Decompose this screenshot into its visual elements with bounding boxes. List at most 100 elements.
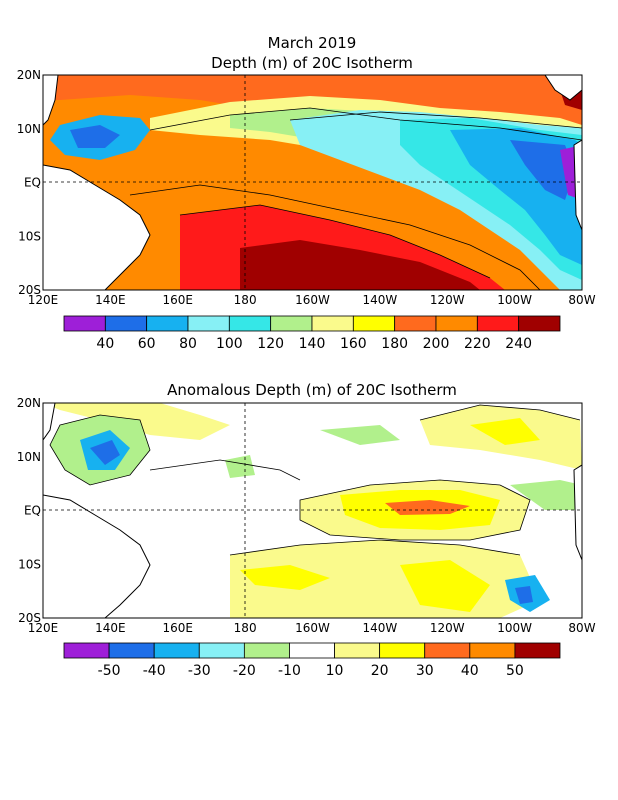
bottom-chart-title: Anomalous Depth (m) of 20C Isotherm	[167, 381, 457, 399]
anom-dateline-neg	[225, 455, 255, 478]
top-chart-title: Depth (m) of 20C Isotherm	[211, 54, 413, 72]
top-map-frame	[42, 74, 583, 291]
top-y-axis: 20N 10N EQ 10S 20S	[17, 68, 41, 297]
bottom-y-tick-label: 10N	[17, 450, 41, 464]
top-x-tick-label: 100W	[497, 293, 532, 307]
bottom-colorbar-swatch	[198, 642, 245, 659]
wp-pocket-60-80	[70, 125, 120, 148]
top-colorbar-label: 160	[340, 336, 367, 352]
top-map-panel	[43, 75, 582, 290]
top-colorbar-label: 60	[138, 336, 156, 352]
top-colorbar-swatch	[311, 315, 354, 332]
bottom-x-tick-label: 140E	[95, 621, 126, 635]
top-y-tick-label: 10S	[18, 229, 41, 243]
top-colorbar-label: 140	[299, 336, 326, 352]
bottom-x-tick-label: 120W	[430, 621, 465, 635]
top-colorbar-swatch	[146, 315, 189, 332]
top-x-tick-label: 160E	[163, 293, 194, 307]
top-colorbar-label: 180	[381, 336, 408, 352]
bottom-x-tick-label: 160E	[163, 621, 194, 635]
south-core-gt240	[240, 240, 480, 290]
top-colorbar-swatch	[187, 315, 230, 332]
bottom-colorbar: -50 -40 -30 -20 -10 10 20 30 40 50	[63, 642, 561, 679]
bottom-colorbar-label: -20	[233, 663, 256, 679]
top-colorbar-label: 80	[179, 336, 197, 352]
bottom-x-tick-label: 100W	[497, 621, 532, 635]
top-y-tick-label: 10N	[17, 122, 41, 136]
top-colorbar-label: 240	[505, 336, 532, 352]
top-colorbar-label: 220	[464, 336, 491, 352]
bottom-colorbar-label: 50	[506, 663, 524, 679]
bottom-map-frame	[42, 402, 583, 619]
top-y-tick-label: 20N	[17, 68, 41, 82]
top-x-tick-label: 140W	[362, 293, 397, 307]
bottom-colorbar-label: -50	[98, 663, 121, 679]
figure-title-date: March 2019	[268, 34, 357, 52]
top-colorbar-label: 120	[257, 336, 284, 352]
bottom-colorbar-swatch	[289, 642, 335, 659]
bottom-colorbar-label: -30	[188, 663, 211, 679]
top-colorbar-swatch	[352, 315, 396, 332]
top-colorbar-swatch	[394, 315, 437, 332]
top-x-tick-label: 120W	[430, 293, 465, 307]
top-x-axis: 120E 140E 160E 180 160W 140W 120W 100W 80W	[28, 293, 596, 307]
anom-eq-40-50	[385, 500, 470, 515]
east-cold-60-80	[510, 140, 575, 200]
bottom-colorbar-swatch	[424, 642, 471, 659]
south-america-land	[573, 139, 582, 231]
anom-c-neg	[320, 425, 400, 445]
top-x-tick-label: 120E	[28, 293, 59, 307]
top-y-tick-label: EQ	[24, 176, 41, 190]
anom-ne-20-30	[470, 418, 540, 445]
top-colorbar-swatch	[270, 315, 313, 332]
top-colorbar-swatch	[435, 315, 478, 332]
bottom-colorbar-label: 40	[461, 663, 479, 679]
bottom-map-panel	[43, 403, 582, 618]
anom-se-neg-core	[515, 586, 533, 604]
bottom-x-tick-label: 140W	[362, 621, 397, 635]
bottom-colorbar-swatch	[153, 642, 200, 659]
anom-e-neg	[510, 480, 582, 510]
bottom-colorbar-label: 10	[326, 663, 344, 679]
bottom-x-axis: 120E 140E 160E 180 160W 140W 120W 100W 80W	[28, 621, 596, 635]
bottom-colorbar-label: 30	[416, 663, 434, 679]
anom-se-20-30	[400, 560, 490, 612]
asia-land-bottom	[43, 403, 56, 441]
bottom-y-tick-label: 10S	[18, 557, 41, 571]
top-x-tick-label: 80W	[568, 293, 595, 307]
bottom-colorbar-swatch	[108, 642, 155, 659]
bottom-colorbar-label: -40	[143, 663, 166, 679]
top-colorbar-label: 40	[96, 336, 114, 352]
top-x-tick-label: 180	[234, 293, 257, 307]
bottom-y-tick-label: EQ	[24, 504, 41, 518]
bottom-colorbar-label: -10	[278, 663, 301, 679]
bottom-x-tick-label: 80W	[568, 621, 595, 635]
bottom-x-tick-label: 120E	[28, 621, 59, 635]
top-colorbar-label: 200	[423, 336, 450, 352]
top-colorbar-swatch	[63, 315, 106, 332]
bottom-y-tick-label: 20N	[17, 396, 41, 410]
bottom-colorbar-swatch	[243, 642, 290, 659]
top-colorbar-swatch	[104, 315, 148, 332]
top-x-tick-label: 140E	[95, 293, 126, 307]
anom-wp-neg-30-40	[90, 440, 120, 465]
bottom-y-tick-label: 20S	[18, 611, 41, 625]
asia-land	[43, 75, 59, 126]
south-america-land-bottom	[573, 464, 582, 561]
maritime-continent-land	[43, 164, 151, 290]
top-colorbar-swatch	[476, 315, 520, 332]
bottom-colorbar-swatch	[334, 642, 381, 659]
bottom-x-tick-label: 180	[234, 621, 257, 635]
top-y-tick-label: 20S	[18, 283, 41, 297]
mexico-land	[544, 75, 582, 101]
anom-s-20-30	[240, 565, 330, 590]
bottom-x-tick-label: 160W	[295, 621, 330, 635]
bottom-colorbar-swatch	[63, 642, 110, 659]
top-x-tick-label: 160W	[295, 293, 330, 307]
bottom-y-axis: 20N 10N EQ 10S 20S	[17, 396, 41, 625]
top-colorbar: 40 60 80 100 120 140 160 180 200 220 240	[63, 315, 561, 352]
top-contours	[129, 107, 582, 290]
bottom-colorbar-label: 20	[371, 663, 389, 679]
top-colorbar-swatch	[518, 315, 561, 332]
